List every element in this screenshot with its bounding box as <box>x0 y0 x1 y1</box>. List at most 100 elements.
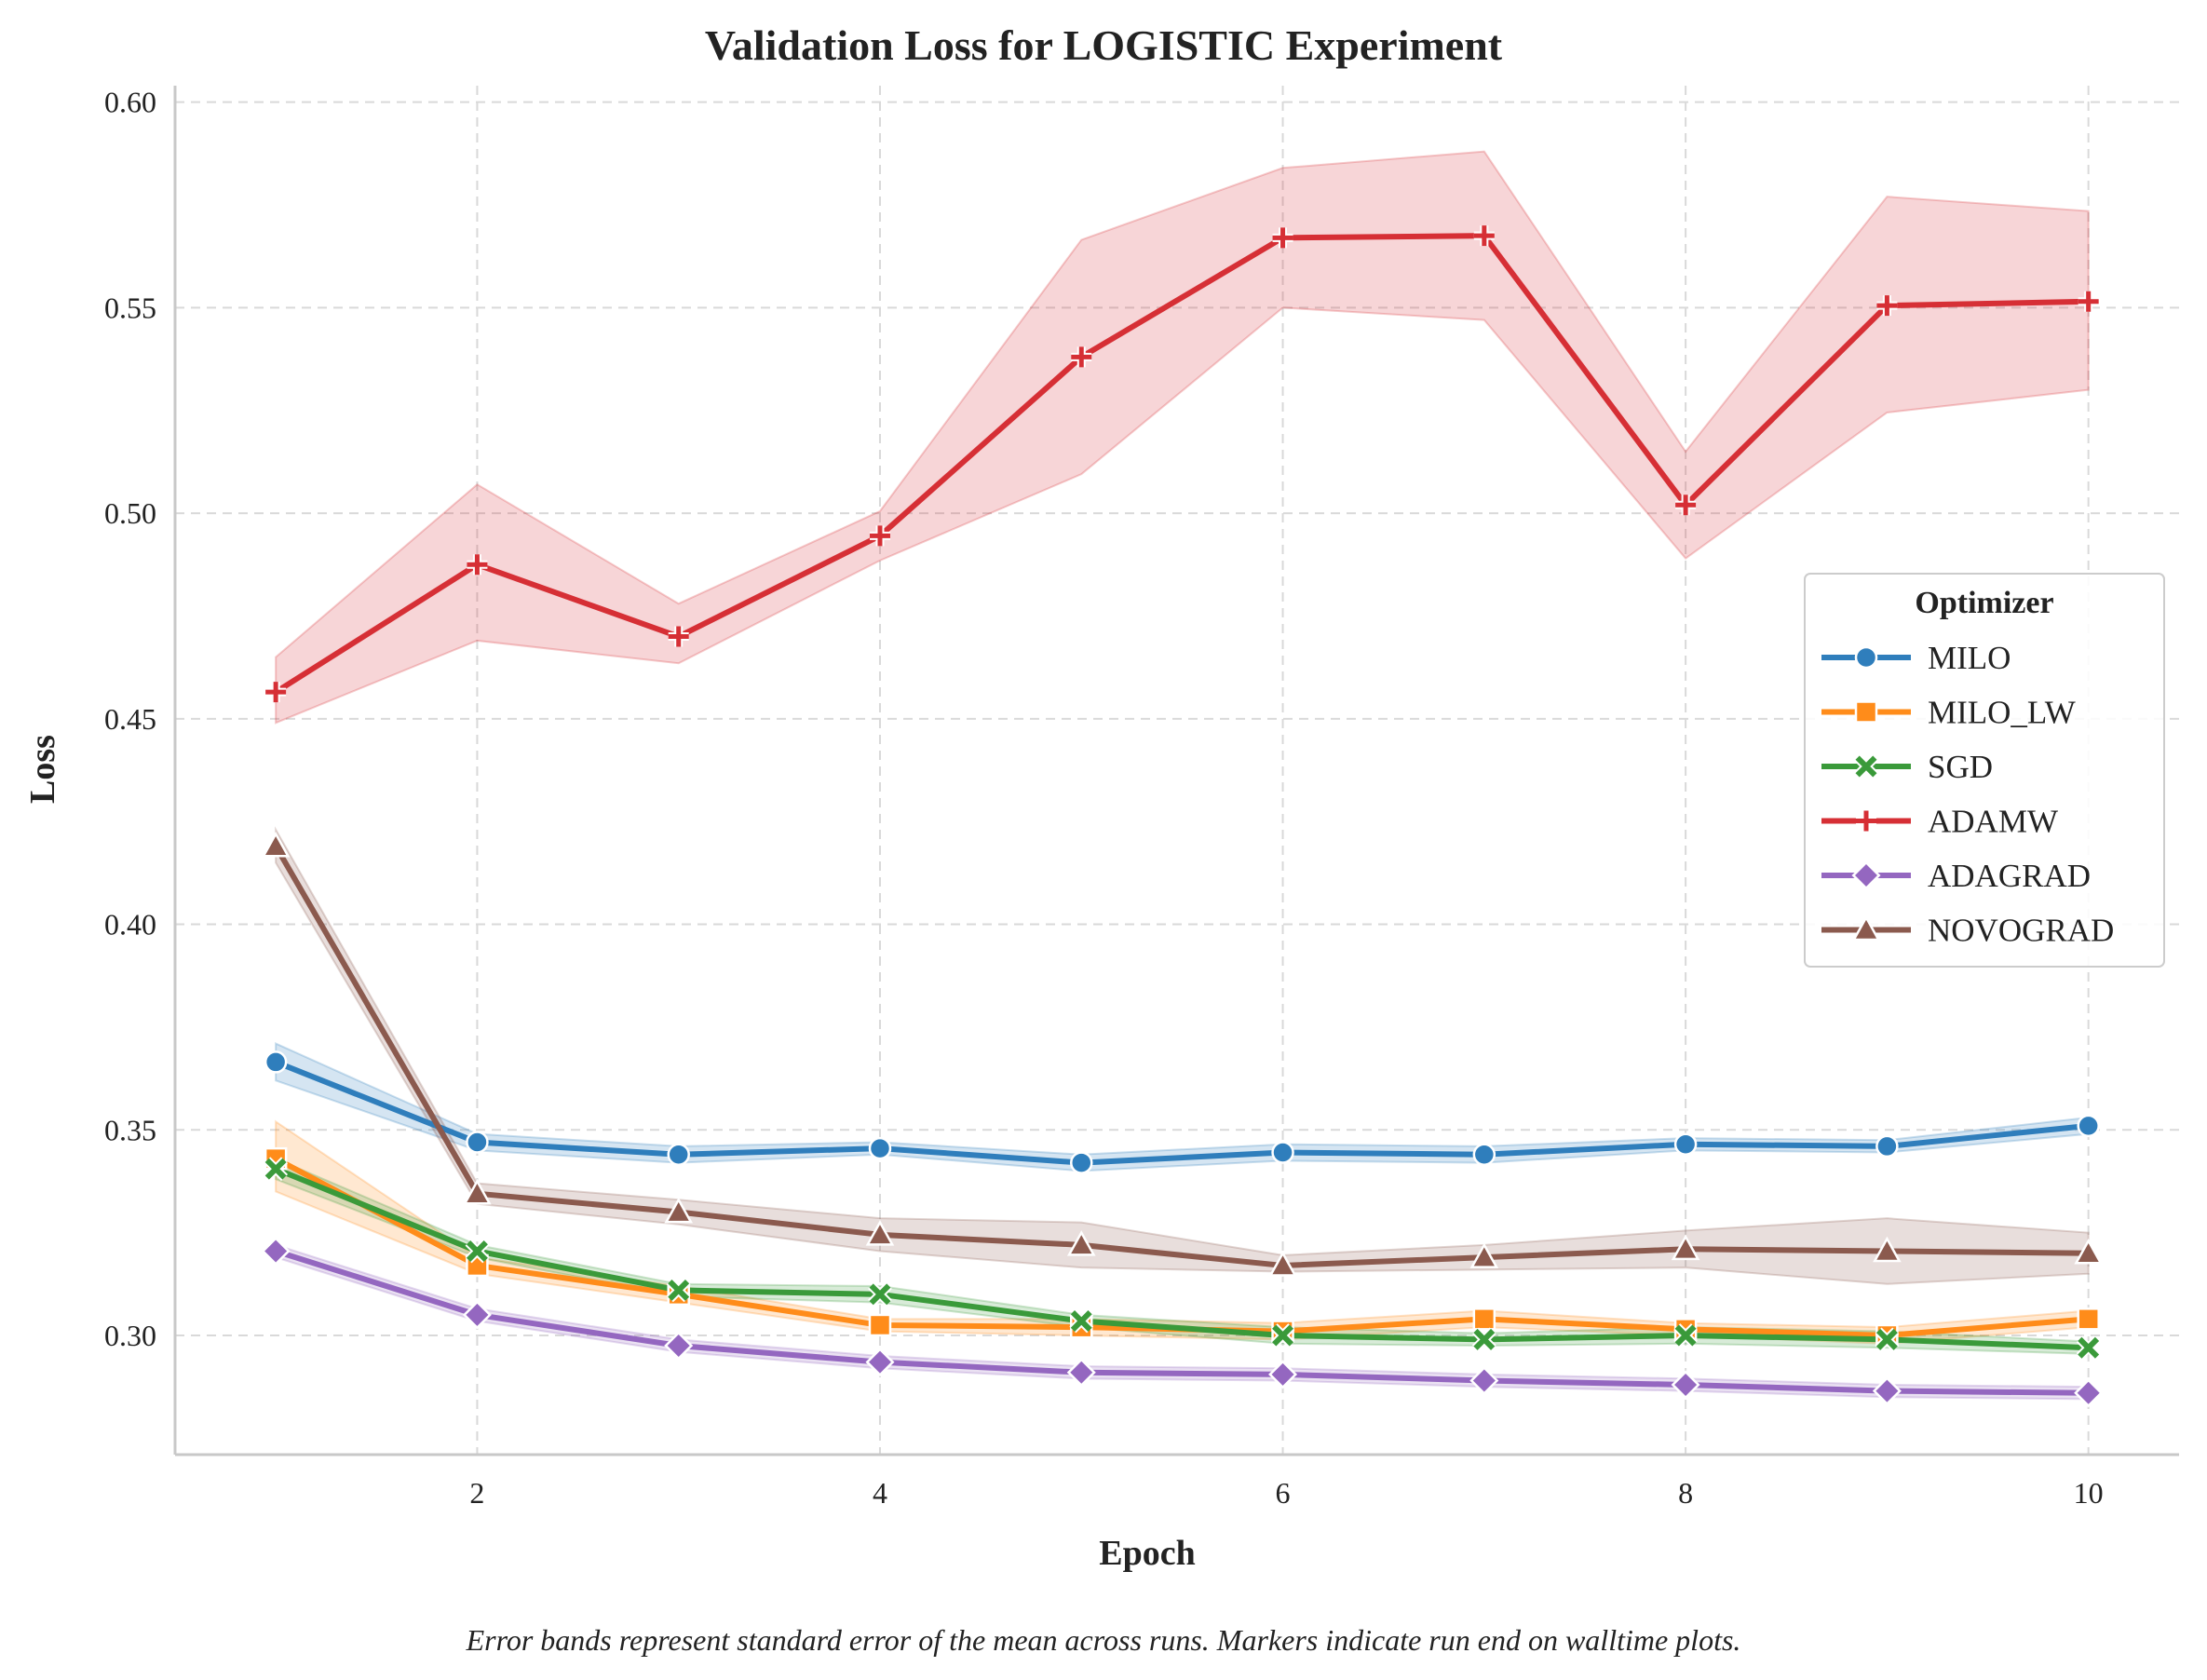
series-line-sgd <box>273 1166 2092 1351</box>
data-point-sgd <box>868 1281 892 1307</box>
data-point-milo <box>2077 1114 2100 1138</box>
legend-marker <box>1854 645 1878 670</box>
legend-item-novograd: NOVOGRAD <box>1821 913 2114 949</box>
data-point-sgd <box>1673 1323 1698 1348</box>
data-point-milo <box>1875 1134 1899 1158</box>
y-tick-label: 0.35 <box>104 1113 156 1146</box>
data-point-milo <box>264 1050 288 1074</box>
x-tick-label: 8 <box>1678 1476 1693 1510</box>
data-point-milo <box>1673 1132 1698 1156</box>
legend-item-adamw: ADAMW <box>1821 804 2058 840</box>
data-point-sgd <box>1069 1308 1094 1334</box>
data-point-sgd <box>264 1157 289 1182</box>
legend-label: SGD <box>1928 749 1993 785</box>
legend-label: ADAMW <box>1928 804 2058 840</box>
data-point-sgd <box>2076 1335 2101 1361</box>
data-point-adamw <box>1473 225 1495 247</box>
data-point-adagrad <box>1066 1358 1096 1388</box>
data-point-adagrad <box>2074 1378 2104 1408</box>
error-band-adamw <box>275 150 2090 725</box>
series-lines <box>273 233 2092 1396</box>
data-point-milo-lw <box>1472 1307 1496 1331</box>
data-point-milo <box>667 1143 690 1166</box>
legend-label: MILO <box>1928 640 2011 676</box>
x-tick-label: 2 <box>469 1476 484 1510</box>
data-point-novograd <box>261 831 291 858</box>
data-point-adagrad <box>1268 1360 1298 1389</box>
error-band-novograd <box>275 826 2090 1285</box>
x-tick-label: 4 <box>873 1476 887 1510</box>
legend-marker <box>1851 915 1881 942</box>
data-point-milo <box>1271 1141 1294 1164</box>
legend-label: MILO_LW <box>1928 695 2076 731</box>
legend-item-adagrad: ADAGRAD <box>1821 858 2091 894</box>
data-point-adamw <box>668 626 689 647</box>
data-point-novograd <box>1873 1236 1902 1263</box>
data-point-milo-lw <box>2077 1307 2100 1331</box>
legend-title: Optimizer <box>1915 586 2053 620</box>
series-line-milo <box>273 1059 2092 1166</box>
legend-item-milo-lw: MILO_LW <box>1821 695 2076 731</box>
y-tick-label: 0.45 <box>104 702 156 736</box>
data-point-novograd <box>1671 1234 1700 1261</box>
series-markers <box>261 225 2104 1408</box>
data-point-sgd <box>1471 1327 1496 1352</box>
data-point-adagrad <box>261 1236 291 1267</box>
legend-marker <box>1851 860 1881 890</box>
data-point-adamw <box>265 682 287 703</box>
figure-caption: Error bands represent standard error of … <box>466 1623 1741 1657</box>
chart-title: Validation Loss for LOGISTIC Experiment <box>705 21 1503 69</box>
data-point-milo <box>466 1131 489 1154</box>
data-point-adamw <box>869 525 890 547</box>
x-axis-label: Epoch <box>1099 1534 1195 1573</box>
data-point-milo <box>868 1136 892 1160</box>
series-line-adamw <box>273 233 2092 696</box>
data-point-adamw <box>1876 295 1898 317</box>
data-point-adamw <box>1272 227 1293 249</box>
data-point-novograd <box>463 1178 492 1205</box>
y-tick-label: 0.60 <box>104 86 156 119</box>
data-point-adamw <box>1071 346 1092 368</box>
data-point-sgd <box>666 1278 691 1303</box>
data-point-novograd <box>1268 1251 1297 1277</box>
series-line-adagrad <box>273 1248 2092 1396</box>
data-point-novograd <box>664 1197 694 1224</box>
legend-item-sgd: SGD <box>1821 749 1993 785</box>
x-tick-label: 6 <box>1276 1476 1291 1510</box>
data-point-milo <box>1070 1151 1093 1174</box>
series-line-novograd <box>273 843 2092 1268</box>
y-tick-label: 0.40 <box>104 908 156 942</box>
data-point-novograd <box>865 1220 895 1246</box>
legend-item-milo: MILO <box>1821 640 2011 676</box>
data-point-adagrad <box>1671 1370 1700 1400</box>
data-point-adagrad <box>1469 1366 1499 1396</box>
data-point-milo-lw <box>868 1313 892 1337</box>
legend-label: ADAGRAD <box>1928 858 2091 894</box>
legend-marker <box>1854 754 1878 779</box>
y-tick-label: 0.30 <box>104 1319 156 1352</box>
y-tick-label: 0.50 <box>104 496 156 530</box>
data-point-adagrad <box>1872 1376 1902 1406</box>
data-point-milo <box>1472 1143 1496 1166</box>
y-axis-label: Loss <box>23 735 62 804</box>
data-point-novograd <box>2074 1238 2103 1265</box>
x-tick-label: 10 <box>2074 1476 2104 1510</box>
data-point-sgd <box>465 1239 490 1264</box>
legend: Optimizer MILO MILO_LW SGD ADAMW ADAGRAD NOVOG… <box>1804 573 2165 968</box>
error-band-milo <box>275 1042 2090 1172</box>
legend-label: NOVOGRAD <box>1928 913 2114 949</box>
data-point-adamw <box>1675 495 1697 516</box>
axes: 2 4 6 8 10 0.30 0.35 0.40 0.45 0.50 0.55 0.60 <box>104 86 2179 1510</box>
data-point-adamw <box>467 554 488 576</box>
data-point-novograd <box>1469 1242 1499 1268</box>
data-point-adagrad <box>462 1300 492 1330</box>
data-point-sgd <box>1875 1327 1900 1352</box>
legend-marker <box>1856 810 1876 832</box>
legend-box <box>1804 573 2165 968</box>
data-point-adamw <box>2078 291 2099 312</box>
data-point-novograd <box>1066 1230 1096 1256</box>
y-tick-label: 0.55 <box>104 291 156 324</box>
data-point-adagrad <box>865 1348 895 1377</box>
data-point-sgd <box>1270 1323 1295 1348</box>
